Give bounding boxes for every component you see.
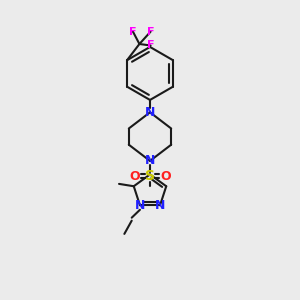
Text: O: O <box>129 170 140 183</box>
Text: F: F <box>147 40 154 50</box>
Text: N: N <box>135 199 145 212</box>
Text: O: O <box>160 170 171 183</box>
Text: F: F <box>129 27 137 37</box>
Text: N: N <box>145 106 155 119</box>
Text: F: F <box>147 27 154 37</box>
Text: N: N <box>155 199 165 212</box>
Text: N: N <box>145 154 155 167</box>
Text: S: S <box>145 169 155 183</box>
